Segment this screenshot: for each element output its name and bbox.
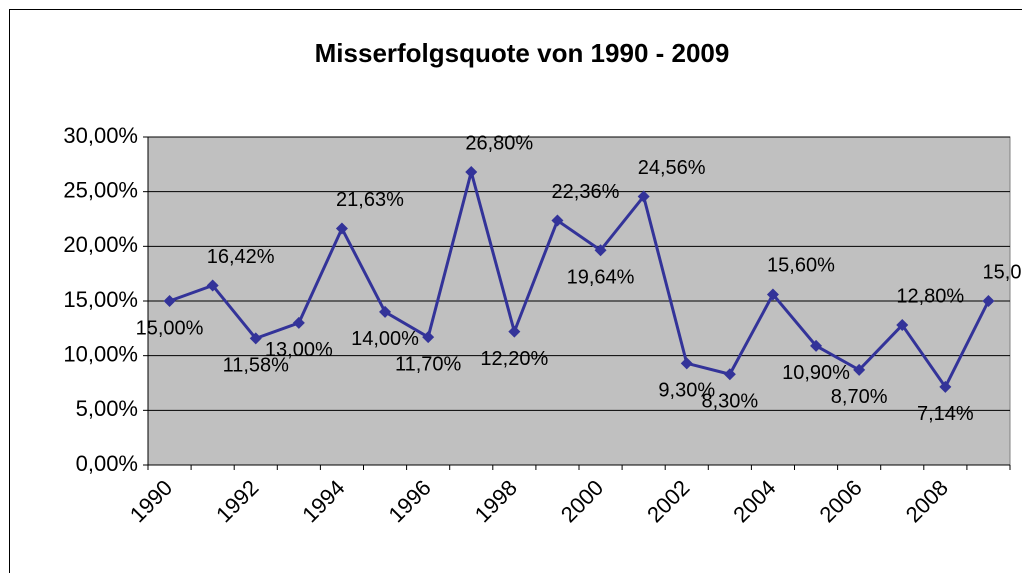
data-label: 10,90%	[782, 362, 850, 384]
data-label: 16,42%	[207, 246, 275, 268]
data-point	[723, 368, 736, 381]
y-tick-label: 0,00%	[76, 451, 138, 476]
data-label: 19,64%	[567, 267, 635, 289]
data-point	[853, 363, 866, 376]
data-label: 12,80%	[896, 285, 964, 307]
data-label: 14,00%	[351, 328, 419, 350]
data-label: 22,36%	[552, 181, 620, 203]
data-label: 21,63%	[336, 189, 404, 211]
data-point	[766, 288, 779, 301]
data-label: 15,00%	[983, 261, 1022, 283]
y-tick-label: 5,00%	[76, 396, 138, 421]
data-point	[335, 222, 348, 235]
data-label: 13,00%	[265, 339, 333, 361]
data-point	[939, 380, 952, 393]
data-point	[422, 331, 435, 344]
data-label: 11,70%	[395, 353, 462, 375]
data-point	[379, 305, 392, 318]
data-label: 15,00%	[136, 317, 204, 339]
data-point	[982, 295, 995, 307]
data-label: 7,14%	[917, 403, 974, 425]
data-label: 12,20%	[480, 348, 548, 370]
y-tick-label: 30,00%	[63, 123, 138, 148]
data-point	[637, 190, 650, 203]
data-point	[810, 339, 823, 352]
data-point	[551, 214, 564, 227]
data-line	[169, 166, 990, 390]
data-label: 9,30%	[658, 380, 715, 402]
data-point	[465, 165, 478, 178]
data-label: 26,80%	[465, 132, 533, 154]
chart-title: Misserfolgsquote von 1990 - 2009	[315, 38, 730, 68]
data-label: 8,70%	[831, 386, 888, 408]
data-label: 11,58%	[223, 355, 290, 377]
data-point	[680, 357, 693, 370]
data-point	[206, 279, 219, 292]
y-tick-label: 10,00%	[63, 341, 138, 366]
data-point	[249, 332, 262, 345]
data-point	[292, 316, 305, 329]
data-point	[594, 244, 607, 257]
y-tick-label: 15,00%	[63, 287, 138, 312]
data-label: 24,56%	[638, 157, 706, 179]
data-point	[508, 325, 521, 338]
data-point	[896, 319, 909, 332]
data-point	[163, 295, 176, 307]
data-label: 15,60%	[767, 255, 835, 277]
y-tick-label: 20,00%	[63, 232, 138, 257]
y-tick-label: 25,00%	[63, 177, 138, 202]
data-label: 8,30%	[701, 391, 758, 413]
